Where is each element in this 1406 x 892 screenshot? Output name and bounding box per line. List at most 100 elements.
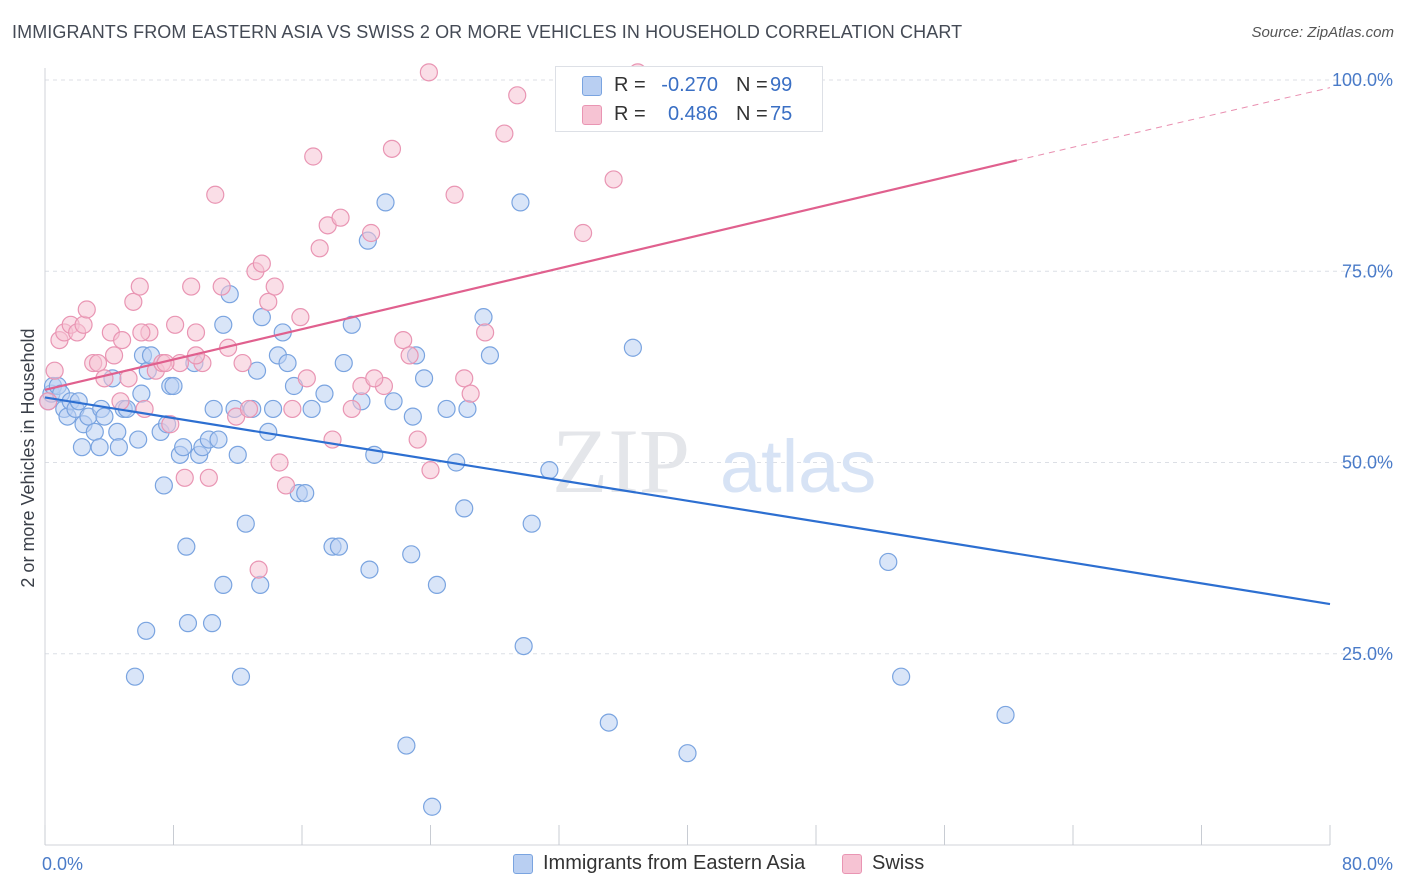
data-point-blue (247, 361, 267, 380)
data-point-blue (296, 484, 315, 503)
data-point-blue (334, 353, 353, 373)
data-point-pink (199, 468, 218, 487)
data-point-blue (251, 575, 270, 595)
data-point-pink (45, 361, 64, 380)
data-point-pink (88, 353, 108, 373)
y-tick-label: 25.0% (1342, 644, 1393, 664)
legend-r-label: R = (614, 103, 646, 125)
data-point-blue (129, 430, 148, 449)
data-point-pink (130, 277, 149, 296)
data-point-blue (879, 552, 898, 572)
data-point-pink (104, 346, 124, 365)
data-point-pink (455, 369, 474, 388)
data-point-blue (403, 407, 422, 426)
data-point-blue (996, 705, 1015, 725)
data-point-blue (402, 545, 421, 564)
data-point-pink (382, 139, 402, 158)
y-axis-label: 2 or more Vehicles in Household (18, 328, 38, 587)
legend-r-label: R = (614, 74, 646, 96)
watermark-zip: ZIP (552, 410, 690, 512)
data-point-blue (90, 438, 109, 457)
watermark: ZIP atlas (552, 410, 876, 512)
data-point-blue (132, 384, 151, 403)
legend-swatch-blue (582, 76, 602, 96)
bottom-legend-swatch-pink (842, 854, 862, 874)
legend-r-value: 0.486 (667, 103, 718, 125)
data-point-blue (458, 399, 477, 419)
legend-n-label: N = (736, 103, 768, 125)
data-point-blue (437, 399, 456, 419)
data-point-blue (480, 346, 500, 365)
trend-line-pink (44, 159, 1018, 391)
data-point-blue (178, 614, 198, 633)
legend-n-label: N = (736, 74, 768, 96)
x-tick-label: 0.0% (42, 854, 83, 874)
data-point-pink (252, 254, 271, 273)
bottom-legend-label-blue: Immigrants from Eastern Asia (543, 852, 806, 874)
data-point-blue (202, 614, 222, 633)
data-point-pink (297, 369, 316, 388)
data-point-blue (376, 193, 395, 212)
data-point-pink (573, 223, 593, 243)
grid-lines (45, 79, 1390, 655)
data-point-blue (514, 636, 533, 656)
trend-lines (44, 87, 1331, 606)
data-point-blue (231, 667, 251, 686)
data-point-blue (384, 392, 403, 411)
data-point-blue (360, 560, 379, 579)
data-point-pink (276, 476, 296, 495)
data-point-blue (540, 461, 559, 480)
data-point-blue (599, 713, 618, 732)
data-point-pink (77, 300, 96, 319)
chart-title: IMMIGRANTS FROM EASTERN ASIA VS SWISS 2 … (12, 22, 963, 42)
data-point-pink (408, 430, 427, 449)
data-point-pink (419, 63, 438, 82)
data-point-pink (461, 384, 480, 403)
legend-row-blue: R = -0.270 N = 99 (556, 71, 822, 101)
legend-swatch-pink (582, 105, 602, 125)
stats-legend: R = -0.270 N = 99 R = 0.486 N = 75 (555, 66, 823, 132)
legend-n-value: 99 (770, 74, 793, 96)
legend-r-value: -0.270 (661, 74, 718, 96)
data-point-pink (124, 292, 143, 311)
data-point-pink (291, 308, 310, 327)
trend-line-blue (44, 396, 1331, 606)
data-point-pink (394, 331, 413, 350)
data-point-blue (397, 736, 416, 755)
series-blue-points (39, 193, 1015, 816)
chart-source: Source: ZipAtlas.com (1251, 24, 1394, 41)
data-point-pink (175, 468, 194, 487)
data-point-blue (474, 308, 493, 327)
legend-n-value: 75 (770, 103, 793, 125)
data-point-pink (186, 323, 206, 342)
data-point-pink (182, 277, 201, 296)
data-point-pink (310, 239, 329, 258)
data-point-pink (604, 170, 623, 189)
data-point-pink (239, 399, 259, 419)
data-point-pink (342, 399, 361, 419)
axis-labels: 25.0% 50.0% 75.0% 100.0% 0.0% 80.0% 2 or more … (18, 70, 1393, 874)
data-point-pink (283, 399, 302, 419)
bottom-legend-swatch-blue (513, 854, 533, 874)
data-point-blue (108, 422, 127, 441)
y-tick-label: 50.0% (1342, 453, 1393, 473)
data-point-pink (331, 208, 350, 227)
data-point-blue (174, 438, 193, 457)
data-point-blue (228, 445, 247, 464)
data-point-pink (259, 292, 278, 311)
data-point-pink (95, 369, 114, 388)
data-point-blue (423, 797, 442, 816)
watermark-atlas: atlas (720, 425, 876, 508)
data-point-pink (161, 415, 180, 434)
data-point-blue (177, 537, 196, 556)
data-point-pink (445, 185, 464, 204)
axes (44, 68, 1331, 846)
x-tick-label: 80.0% (1342, 854, 1393, 874)
data-point-blue (236, 514, 255, 533)
trend-line-pink (1016, 87, 1331, 161)
data-point-blue (329, 537, 349, 556)
data-point-pink (212, 277, 231, 296)
data-point-blue (455, 499, 474, 518)
y-tick-label: 75.0% (1342, 261, 1393, 281)
